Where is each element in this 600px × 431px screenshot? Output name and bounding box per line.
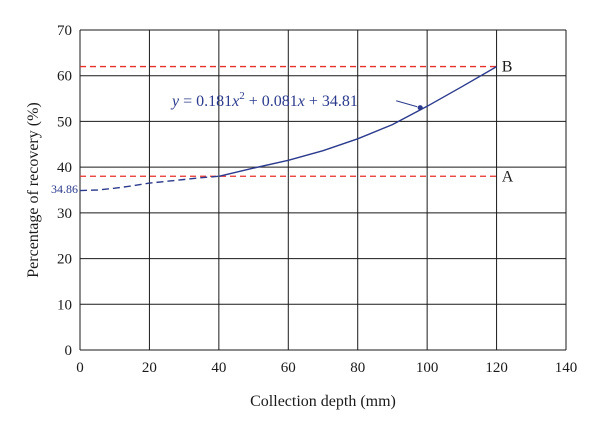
y-tick-label-0: 0 — [65, 343, 73, 359]
x-tick-label-4: 80 — [350, 360, 365, 376]
intercept-label: 34.86 — [51, 182, 78, 196]
x-tick-label-5: 100 — [416, 360, 439, 376]
curve-segment-dashed — [79, 175, 219, 192]
y-tick-labels: 0 10 20 30 40 50 60 70 — [57, 23, 72, 359]
fit-curve — [79, 65, 497, 192]
y-axis-title: Percentage of recovery (%) — [25, 102, 42, 277]
y-tick-label-2: 20 — [57, 252, 72, 268]
reference-label-A: A — [502, 168, 514, 185]
grid — [79, 29, 567, 351]
x-tick-label-0: 0 — [76, 360, 84, 376]
x-axis-title: Collection depth (mm) — [250, 393, 396, 410]
y-tick-label-7: 70 — [57, 23, 72, 39]
x-tick-labels: 0 20 40 60 80 100 120 140 — [76, 360, 577, 376]
y-tick-label-4: 40 — [57, 160, 72, 176]
fit-equation: y = 0.181x2 + 0.081x + 34.81 — [170, 90, 358, 110]
y-tick-label-5: 50 — [57, 114, 72, 130]
y-tick-label-3: 30 — [57, 206, 72, 222]
curve-marker-point — [417, 105, 423, 111]
x-tick-label-7: 140 — [555, 360, 578, 376]
curve-segment-solid — [218, 65, 497, 177]
reference-lines: AB — [80, 59, 514, 185]
equation-leader-line — [396, 100, 418, 108]
reference-label-B: B — [502, 59, 513, 76]
x-tick-label-2: 40 — [211, 360, 226, 376]
x-tick-label-3: 60 — [281, 360, 296, 376]
y-tick-label-6: 60 — [57, 69, 72, 85]
y-tick-label-1: 10 — [57, 297, 72, 313]
x-tick-label-1: 20 — [142, 360, 157, 376]
x-tick-label-6: 120 — [485, 360, 508, 376]
